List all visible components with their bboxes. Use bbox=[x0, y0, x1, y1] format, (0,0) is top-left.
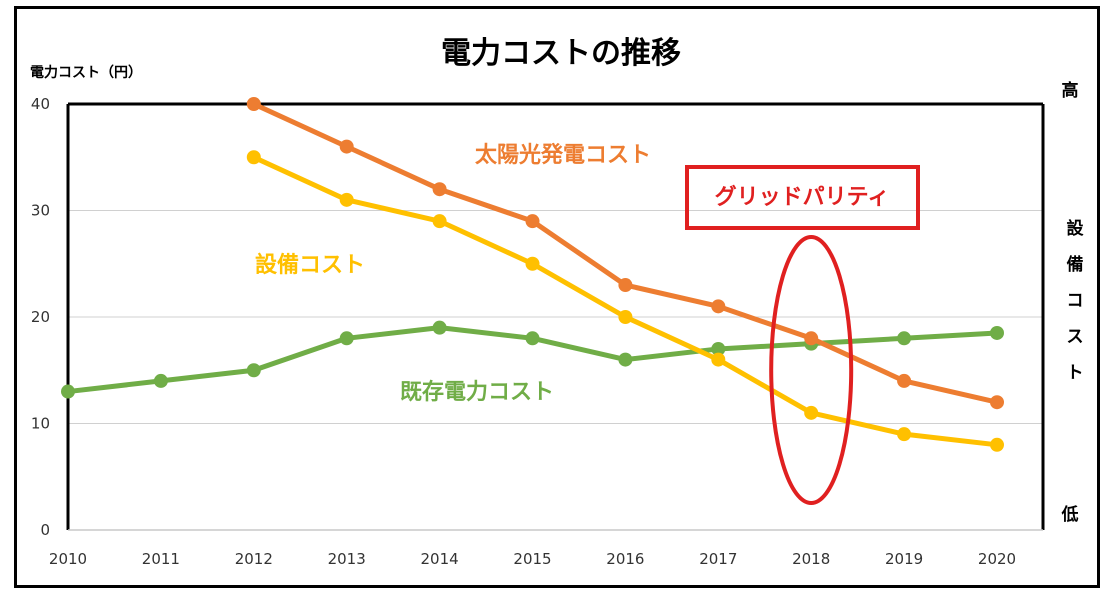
data-point-0-2019 bbox=[897, 373, 912, 388]
y-tick-labels: 0 10 20 30 40 bbox=[31, 95, 50, 539]
x-tick-2015: 2015 bbox=[513, 550, 551, 568]
data-point-2-2010 bbox=[61, 384, 75, 399]
x-tick-labels: 2010 2011 2012 2013 2014 2015 2016 2017 2018 2019… bbox=[49, 550, 1016, 568]
y-axis-label: 電力コスト（円） bbox=[30, 64, 142, 81]
data-point-2-2017 bbox=[711, 341, 726, 356]
series-label-equipment: 設備コスト bbox=[255, 252, 365, 278]
y-tick-0: 0 bbox=[40, 521, 50, 539]
series-lines bbox=[61, 97, 1004, 452]
grid-parity-ellipse bbox=[769, 235, 854, 505]
x-tick-2011: 2011 bbox=[142, 550, 180, 568]
data-point-0-2018 bbox=[804, 331, 819, 346]
data-point-1-2018 bbox=[804, 405, 819, 420]
data-point-1-2013 bbox=[339, 192, 354, 207]
x-tick-2014: 2014 bbox=[421, 550, 459, 568]
series-1 bbox=[246, 150, 1004, 452]
data-point-1-2014 bbox=[432, 214, 447, 229]
data-point-2-2011 bbox=[153, 373, 168, 388]
secondary-axis-title-char: 設 bbox=[1067, 218, 1085, 239]
x-tick-2019: 2019 bbox=[885, 550, 923, 568]
secondary-axis-title-char: コ bbox=[1067, 291, 1084, 311]
data-point-1-2020 bbox=[990, 437, 1004, 452]
grid-parity-label: グリッドパリティ bbox=[715, 184, 890, 210]
data-point-0-2020 bbox=[990, 395, 1004, 410]
y-tick-10: 10 bbox=[31, 415, 50, 433]
x-tick-2017: 2017 bbox=[699, 550, 737, 568]
secondary-axis-title-char: 備 bbox=[1067, 254, 1084, 275]
data-point-2-2016 bbox=[618, 352, 633, 367]
grid-parity-ellipse-shape bbox=[769, 235, 854, 505]
series-label-existing: 既存電力コスト bbox=[400, 379, 554, 405]
data-point-0-2014 bbox=[432, 182, 447, 197]
chart-frame bbox=[14, 6, 1100, 588]
data-point-0-2012 bbox=[246, 97, 261, 111]
secondary-axis-title-char: ト bbox=[1067, 363, 1084, 383]
secondary-axis-bottom-label: 低 bbox=[1061, 504, 1079, 525]
data-point-1-2017 bbox=[711, 352, 726, 367]
secondary-axis-top-label: 高 bbox=[1062, 80, 1079, 101]
data-point-0-2013 bbox=[339, 139, 354, 154]
y-tick-30: 30 bbox=[31, 202, 50, 220]
data-point-1-2012 bbox=[246, 150, 261, 165]
data-point-0-2015 bbox=[525, 214, 540, 229]
data-point-1-2019 bbox=[897, 427, 912, 442]
axes bbox=[66, 102, 1045, 531]
grid-parity-box bbox=[685, 165, 920, 230]
secondary-axis-title: 設備コスト bbox=[1067, 218, 1085, 383]
data-point-2-2014 bbox=[432, 320, 447, 335]
x-tick-2010: 2010 bbox=[49, 550, 87, 568]
series-0 bbox=[246, 97, 1004, 410]
data-point-1-2016 bbox=[618, 310, 633, 324]
data-point-2-2015 bbox=[525, 331, 540, 346]
data-point-2-2013 bbox=[339, 331, 354, 346]
y-tick-40: 40 bbox=[31, 95, 50, 113]
x-tick-2012: 2012 bbox=[235, 550, 273, 568]
data-point-0-2016 bbox=[618, 278, 633, 293]
secondary-axis-title-char: ス bbox=[1067, 327, 1084, 347]
series-label-solar: 太陽光発電コスト bbox=[475, 143, 651, 168]
data-point-1-2015 bbox=[525, 256, 540, 271]
y-tick-20: 20 bbox=[31, 308, 50, 326]
x-tick-2020: 2020 bbox=[978, 550, 1016, 568]
x-tick-2016: 2016 bbox=[606, 550, 644, 568]
chart-title: 電力コストの推移 bbox=[441, 36, 681, 71]
x-tick-2013: 2013 bbox=[328, 550, 366, 568]
data-point-2-2012 bbox=[246, 363, 261, 378]
data-point-2-2019 bbox=[897, 331, 912, 346]
data-point-2-2020 bbox=[990, 325, 1004, 340]
data-point-0-2017 bbox=[711, 299, 726, 314]
x-tick-2018: 2018 bbox=[792, 550, 830, 568]
